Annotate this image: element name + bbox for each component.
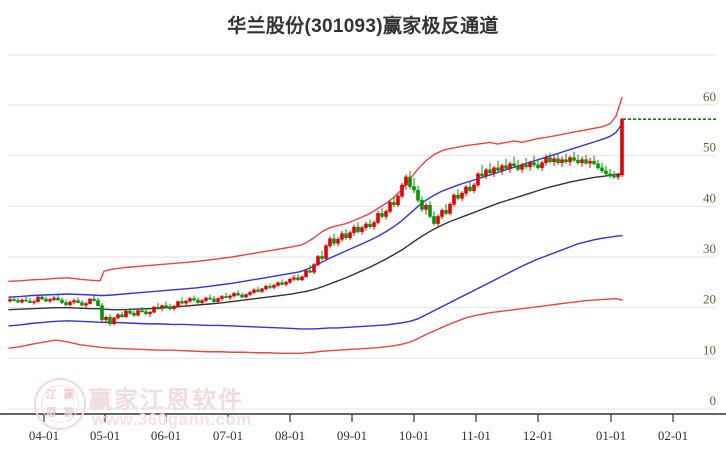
y-axis-tick-label: 20: [703, 292, 716, 307]
y-axis-tick-label: 50: [703, 140, 716, 155]
y-axis-tick-label: 0: [710, 393, 717, 408]
x-axis-tick-label: 08-01: [275, 428, 305, 443]
page-title: 华兰股份(301093)赢家极反通道: [227, 16, 499, 37]
y-axis-tick-label: 60: [703, 89, 716, 104]
x-axis-tick-label: 01-01: [596, 428, 626, 443]
y-axis-tick-label: 30: [703, 241, 716, 256]
x-axis-tick-label: 05-01: [90, 428, 120, 443]
x-axis-tick-label: 12-01: [523, 428, 553, 443]
x-axis-tick-label: 11-01: [461, 428, 491, 443]
x-axis-labels: 04-01 05-01 06-01 07-01 08-01 09-01 10-01 11-01…: [29, 428, 688, 443]
candlestick-series: [8, 117, 624, 326]
x-axis-tick-label: 04-01: [29, 428, 59, 443]
y-axis-labels: 0 10 20 30 40 50 60: [703, 89, 716, 408]
x-axis-tick-label: 06-01: [151, 428, 181, 443]
channel-bands: [8, 96, 623, 354]
x-axis-tick-label: 07-01: [213, 428, 243, 443]
y-axis-tick-label: 40: [703, 190, 716, 205]
grid-lines: [8, 54, 716, 410]
x-axis-tick-label: 09-01: [337, 428, 367, 443]
y-axis-tick-label: 10: [703, 342, 716, 357]
axis: [0, 413, 726, 422]
x-axis-tick-label: 02-01: [658, 428, 688, 443]
x-axis-tick-label: 10-01: [399, 428, 429, 443]
